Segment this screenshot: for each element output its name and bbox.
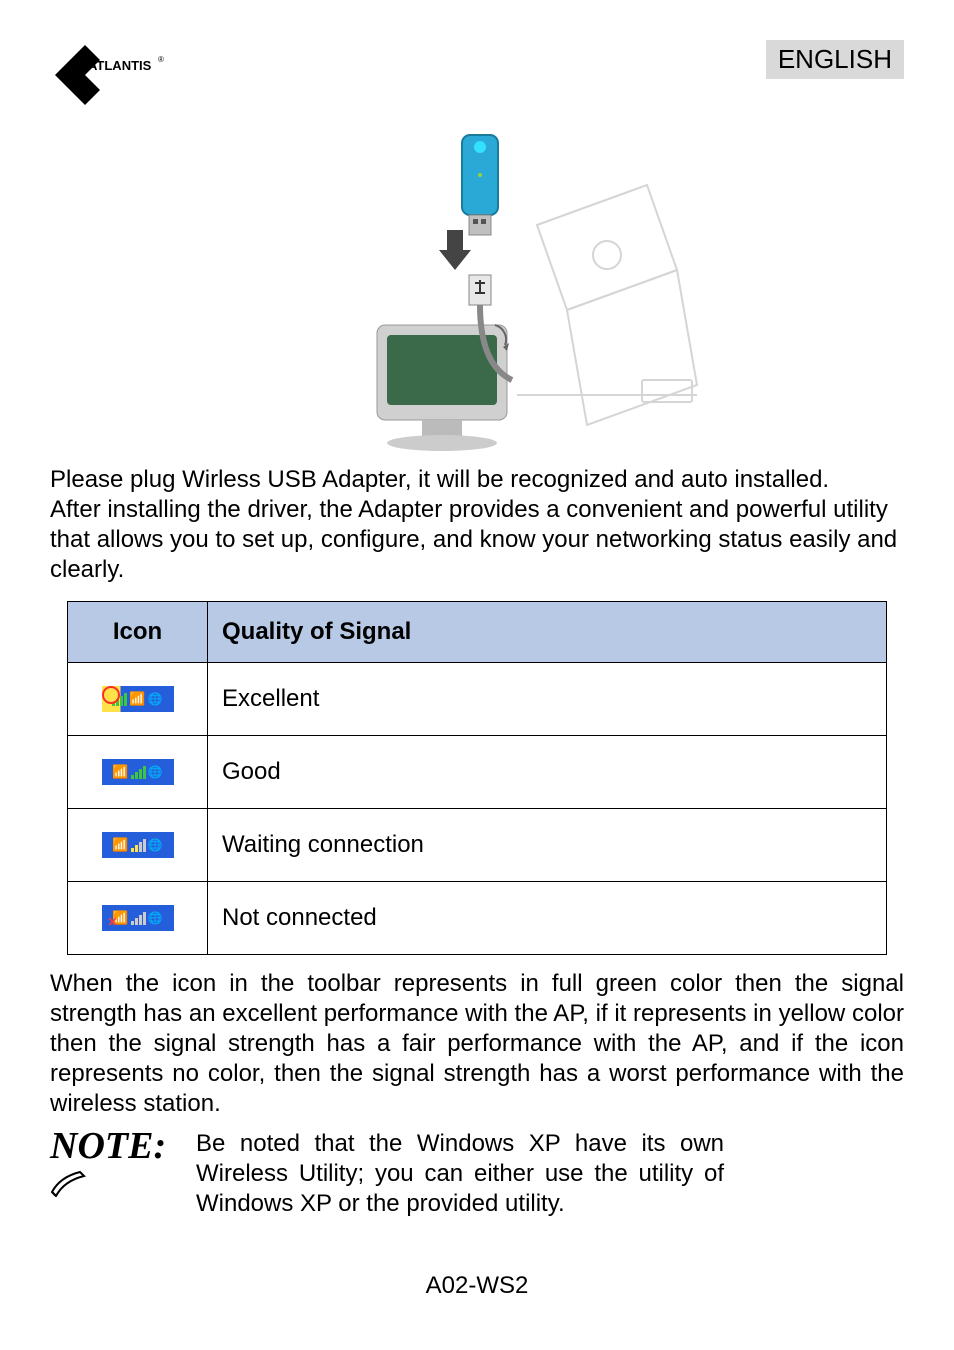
atlantis-logo-icon: ATLANTIS ® LAND [50,40,170,110]
quality-text: Waiting connection [208,809,887,882]
globe-icon: 🌐 [148,838,163,852]
signal-bars-icon [131,838,146,852]
icon-cell-good: 📶 🌐 [68,736,208,809]
icon-cell-excellent: 📶 🌐 [68,663,208,736]
x-icon: ✕ [108,915,118,929]
page-header: ATLANTIS ® LAND ENGLISH [50,40,904,115]
description-paragraph: When the icon in the toolbar represents … [50,969,904,1119]
brand-text: ATLANTIS [88,58,152,73]
globe-icon: 🌐 [148,765,163,779]
intro-line1: Please plug Wirless USB Adapter, it will… [50,466,829,493]
icon-cell-waiting: 📶 🌐 [68,809,208,882]
brand-logo: ATLANTIS ® LAND [50,40,170,115]
note-label: NOTE: [50,1129,180,1163]
language-badge: ENGLISH [766,40,904,79]
wifi-icon: 📶 [112,764,128,780]
svg-text:®: ® [158,55,164,64]
globe-icon: 🌐 [148,692,163,706]
note-block: NOTE: Be noted that the Windows XP have … [50,1129,904,1219]
wifi-icon: 📶 [129,691,145,707]
header-icon: Icon [68,602,208,663]
note-label-container: NOTE: [50,1129,180,1203]
signal-bars-icon [131,911,146,925]
intro-paragraph: Please plug Wirless USB Adapter, it will… [50,465,904,585]
tray-icon-excellent: 📶 🌐 [102,686,174,712]
globe-icon: 🌐 [148,911,163,925]
quality-text: Excellent [208,663,887,736]
table-header-row: Icon Quality of Signal [68,602,887,663]
quality-text: Good [208,736,887,809]
table-row: 📶 🌐 Good [68,736,887,809]
pen-icon [50,1167,180,1203]
wifi-icon: 📶 [112,837,128,853]
intro-line2: After installing the driver, the Adapter… [50,496,897,583]
table-row: 📶 ✕ 🌐 Not connected [68,882,887,955]
highlight-circle-icon [102,686,120,704]
usb-adapter-illustration [247,125,707,455]
table-row: 📶 🌐 Waiting connection [68,809,887,882]
quality-text: Not connected [208,882,887,955]
note-text: Be noted that the Windows XP have its ow… [196,1129,904,1219]
tray-icon-good: 📶 🌐 [102,759,174,785]
table-row: 📶 🌐 Excellent [68,663,887,736]
signal-quality-table: Icon Quality of Signal 📶 🌐 Excellent 📶 [67,601,887,955]
signal-bars-icon [131,765,146,779]
page-footer: A02-WS2 [0,1272,954,1300]
brand-sub-text: LAND [92,75,111,82]
tray-icon-not-connected: 📶 ✕ 🌐 [102,905,174,931]
tray-icon-waiting: 📶 🌐 [102,832,174,858]
icon-cell-not-connected: 📶 ✕ 🌐 [68,882,208,955]
header-quality: Quality of Signal [208,602,887,663]
